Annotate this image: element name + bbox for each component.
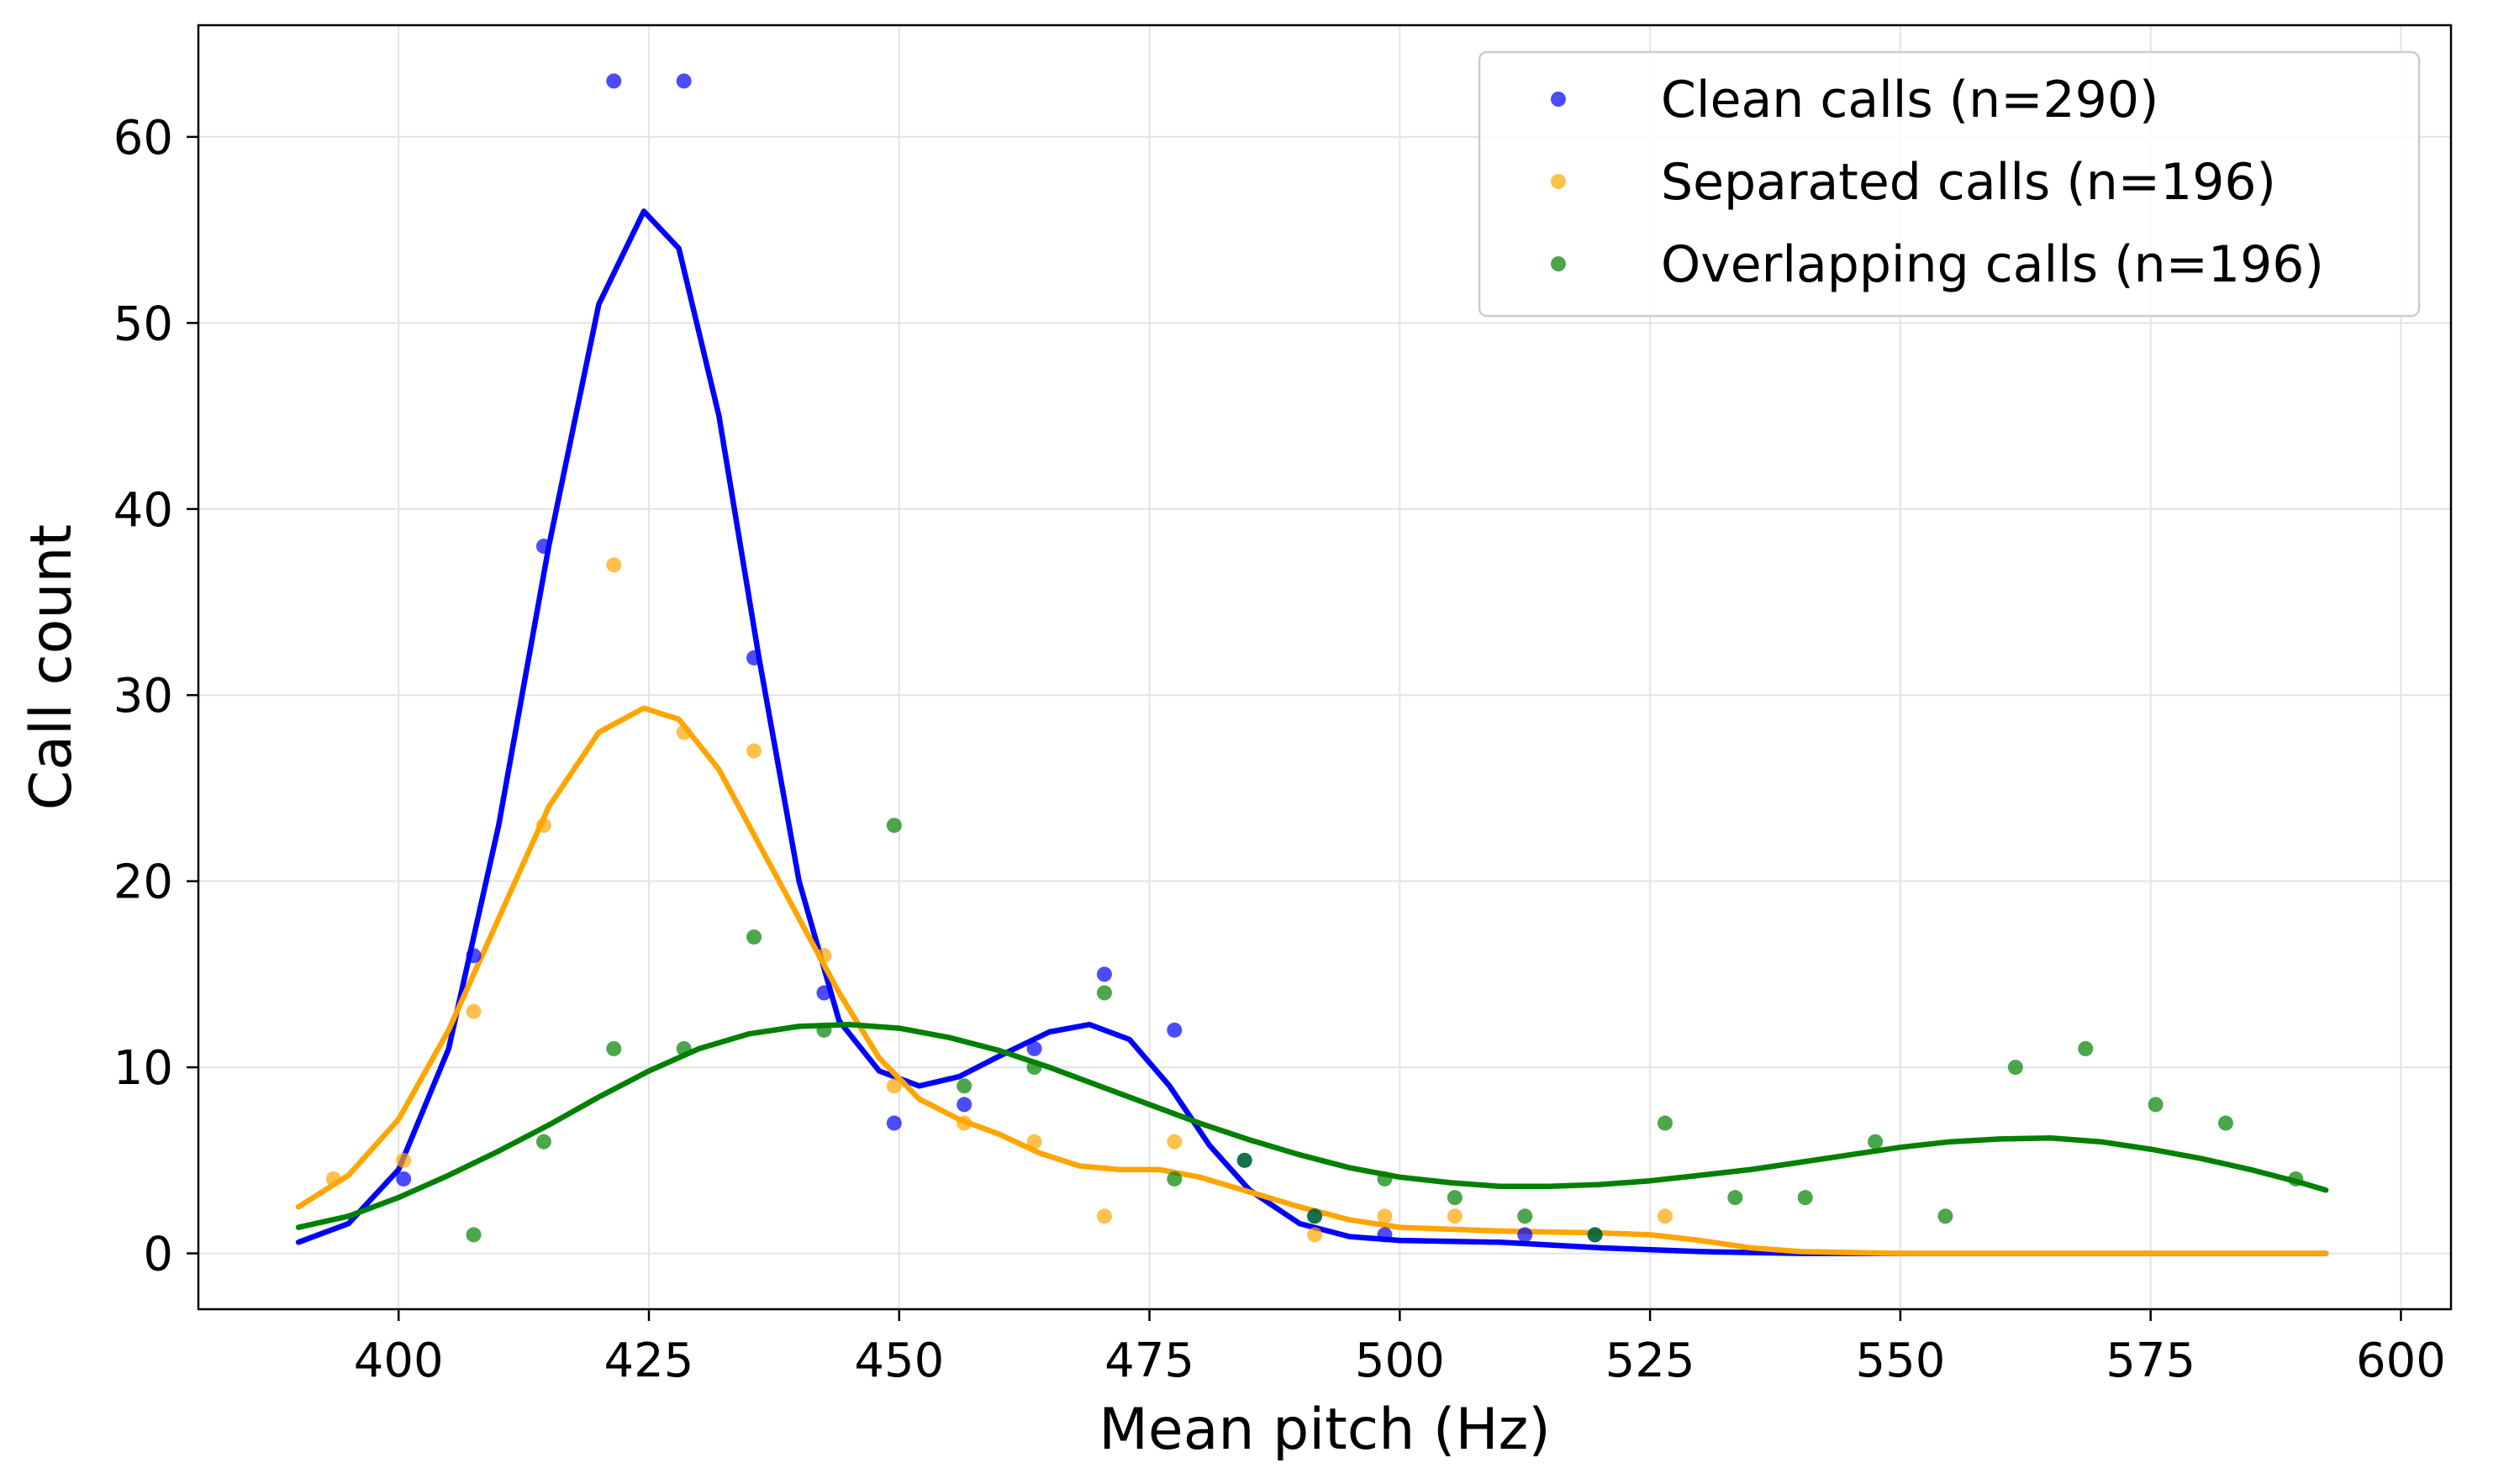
y-axis-ticks: 0 10 20 30 40 50 60 [113,111,198,1282]
legend-marker-overlapping [1551,256,1566,271]
data-point-series-2 [2148,1097,2164,1113]
data-point-series-1 [746,743,762,759]
legend-marker-clean [1551,92,1566,107]
data-point-series-2 [1167,1171,1183,1187]
data-point-series-2 [1377,1171,1393,1187]
data-point-series-1 [957,1115,972,1131]
x-tick-label: 450 [854,1334,944,1388]
curve-series-0 [295,208,2329,1256]
y-tick-label: 20 [113,855,173,910]
x-axis-ticks: 400 425 450 475 500 525 550 575 600 [354,1309,2446,1388]
y-axis-label: Call count [18,524,85,810]
data-point-series-2 [2288,1171,2304,1187]
data-point-series-0 [466,948,482,964]
data-point-series-0 [1167,1022,1183,1038]
data-point-series-0 [816,985,832,1001]
legend-marker-separated [1551,174,1566,189]
data-point-series-2 [1517,1208,1533,1224]
data-point-series-1 [1167,1134,1183,1150]
data-point-series-1 [535,818,551,834]
data-point-series-1 [676,724,692,740]
data-point-series-2 [1587,1227,1603,1243]
x-axis-label: Mean pitch (Hz) [1099,1397,1551,1463]
plot-frame [197,24,2453,1311]
y-tick-label: 30 [113,669,173,724]
x-tick-label: 400 [354,1334,444,1388]
smoothed-curves [295,208,2329,1256]
data-point-series-2 [2218,1115,2233,1131]
data-point-series-2 [1026,1060,1042,1076]
legend-label-clean: Clean calls (n=290) [1661,71,2158,129]
curve-series-1 [295,705,2329,1256]
data-point-series-2 [2007,1060,2023,1076]
data-point-series-1 [325,1171,341,1187]
x-tick-label: 550 [1855,1334,1945,1388]
y-tick-label: 60 [113,111,173,166]
data-point-series-2 [1868,1134,1884,1150]
data-point-series-0 [396,1171,412,1187]
data-point-series-1 [1307,1227,1323,1243]
data-point-series-2 [1797,1190,1813,1206]
data-point-series-0 [1517,1227,1533,1243]
data-point-series-2 [1236,1152,1252,1168]
data-point-series-0 [957,1097,972,1113]
legend-label-overlapping: Overlapping calls (n=196) [1661,235,2324,294]
x-tick-label: 425 [604,1334,694,1388]
data-point-series-0 [1377,1227,1393,1243]
data-point-series-1 [886,1078,902,1094]
data-point-series-2 [816,1022,832,1038]
data-point-series-0 [1026,1040,1042,1056]
data-point-series-1 [1096,1208,1112,1224]
data-point-series-2 [606,1040,622,1056]
data-point-series-0 [535,539,551,555]
data-point-series-2 [2078,1040,2094,1056]
data-point-series-0 [1096,966,1112,982]
data-point-series-0 [746,650,762,666]
legend: Clean calls (n=290) Separated calls (n=1… [1478,50,2421,318]
data-point-series-2 [1937,1208,1953,1224]
data-point-series-0 [606,73,622,89]
data-point-series-2 [746,929,762,945]
x-tick-label: 575 [2106,1334,2195,1388]
data-point-series-1 [606,557,622,573]
data-point-series-2 [1096,985,1112,1001]
data-point-series-2 [1447,1190,1463,1206]
data-point-series-2 [1727,1190,1743,1206]
legend-label-separated: Separated calls (n=196) [1661,153,2276,212]
data-point-series-2 [676,1040,692,1056]
data-point-series-2 [957,1078,972,1094]
data-point-series-1 [1377,1208,1393,1224]
y-tick-label: 40 [113,483,173,538]
data-point-series-1 [1026,1134,1042,1150]
data-point-series-1 [396,1152,412,1168]
legend-box [1478,50,2421,318]
data-point-series-0 [886,1115,902,1131]
y-tick-label: 0 [143,1228,173,1282]
data-point-series-2 [886,818,902,834]
data-point-series-1 [1657,1208,1673,1224]
data-points [325,73,2304,1243]
x-tick-label: 600 [2356,1334,2446,1388]
x-tick-label: 500 [1355,1334,1445,1388]
x-tick-label: 475 [1104,1334,1194,1388]
data-point-series-1 [1447,1208,1463,1224]
data-point-series-2 [535,1134,551,1150]
data-point-series-0 [676,73,692,89]
data-point-series-2 [1657,1115,1673,1131]
data-point-series-2 [466,1227,482,1243]
y-tick-label: 50 [113,297,173,351]
x-tick-label: 525 [1605,1334,1695,1388]
data-point-series-1 [466,1003,482,1019]
curve-series-2 [295,1021,2329,1230]
data-point-series-2 [1307,1208,1323,1224]
data-point-series-1 [816,948,832,964]
y-tick-label: 10 [113,1041,173,1096]
